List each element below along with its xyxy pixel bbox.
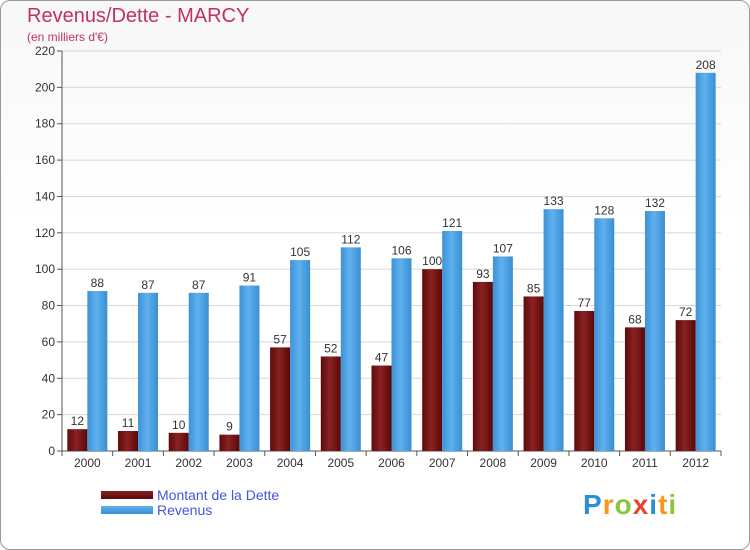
x-tick-label: 2001: [125, 456, 152, 470]
data-label-dette: 57: [273, 332, 287, 346]
logo-letter: i: [668, 489, 678, 520]
bar-revenus: [644, 211, 665, 451]
data-label-revenus: 133: [544, 194, 564, 208]
x-tick-label: 2006: [378, 456, 405, 470]
bar-revenus: [492, 256, 513, 451]
data-label-dette: 52: [324, 341, 338, 355]
bar-dette: [270, 347, 291, 451]
data-label-dette: 100: [422, 254, 442, 268]
data-label-revenus: 106: [391, 243, 411, 257]
legend-label-dette: Montant de la Dette: [157, 486, 280, 503]
bar-revenus: [594, 218, 615, 451]
legend: Montant de la Dette Revenus: [101, 486, 280, 518]
x-tick-label: 2011: [632, 456, 658, 470]
bar-dette: [320, 356, 341, 451]
legend-swatch-revenus: [101, 505, 153, 514]
x-tick-label: 2003: [226, 456, 253, 470]
bar-dette: [219, 434, 240, 451]
bar-dette: [422, 269, 443, 451]
data-label-dette: 9: [226, 420, 233, 434]
data-label-revenus: 87: [192, 278, 206, 292]
data-label-revenus: 91: [243, 271, 257, 285]
legend-item-revenus: Revenus: [101, 501, 279, 518]
data-label-revenus: 208: [696, 58, 716, 72]
bar-layer: [67, 72, 716, 452]
data-label-dette: 68: [628, 312, 642, 326]
data-label-dette: 12: [71, 414, 85, 428]
label-layer: 12 88 11 87 10 87 9 91 57 105 52 112 47 106 100 121 9310…: [71, 58, 716, 434]
y-tick-label: 140: [35, 189, 55, 203]
bar-dette: [472, 281, 493, 451]
data-label-dette: 77: [578, 296, 592, 310]
data-label-revenus: 121: [442, 216, 462, 230]
data-label-dette: 93: [476, 267, 490, 281]
y-tick-label: 220: [35, 44, 55, 58]
data-label-revenus: 105: [290, 245, 310, 259]
x-tick-label: 2007: [429, 456, 456, 470]
data-label-revenus: 132: [645, 196, 665, 210]
x-tick-label: 2012: [682, 456, 709, 470]
bar-dette: [67, 429, 88, 451]
data-label-dette: 47: [375, 351, 389, 365]
bar-dette: [168, 432, 189, 451]
x-tick-label: 2004: [277, 456, 304, 470]
y-tick-label: 120: [35, 226, 55, 240]
chart-title: Revenus/Dette - MARCY: [27, 5, 250, 27]
chart-subtitle: (en milliers d'€): [27, 30, 108, 44]
bar-revenus: [239, 285, 260, 451]
bar-revenus: [695, 72, 716, 452]
bar-revenus: [442, 231, 463, 451]
bar-dette: [675, 320, 696, 451]
data-label-dette: 72: [679, 305, 693, 319]
logo-letter: i: [649, 489, 659, 520]
bar-revenus: [138, 292, 159, 451]
y-tick-label: 0: [48, 444, 55, 458]
bar-revenus: [340, 247, 361, 451]
data-label-revenus: 88: [91, 276, 105, 290]
y-tick-label: 20: [42, 408, 56, 422]
bar-revenus: [290, 260, 311, 451]
legend-item-dette: Montant de la Dette: [101, 486, 280, 503]
bar-dette: [624, 327, 645, 451]
bar-revenus: [543, 209, 564, 451]
data-label-dette: 85: [527, 281, 541, 295]
x-tick-label: 2005: [327, 456, 354, 470]
bar-dette: [371, 365, 392, 451]
logo-letter: P: [583, 489, 603, 520]
data-label-dette: 11: [122, 416, 135, 430]
legend-label-revenus: Revenus: [157, 501, 213, 518]
bar-dette: [523, 296, 544, 451]
x-tick-label: 2010: [581, 456, 608, 470]
bar-revenus: [391, 258, 412, 451]
bar-revenus: [87, 291, 108, 451]
logo-letter: t: [658, 489, 669, 520]
data-label-revenus: 128: [594, 203, 614, 217]
y-tick-label: 100: [35, 262, 55, 276]
bar-revenus: [188, 292, 209, 451]
y-tick-label: 200: [35, 80, 55, 94]
y-tick-label: 180: [35, 117, 55, 131]
x-tick-label: 2008: [480, 456, 507, 470]
y-tick-label: 160: [35, 153, 55, 167]
logo-letter: x: [632, 489, 650, 520]
y-tick-label: 40: [42, 371, 56, 385]
proxiti-logo: Proxiti: [583, 489, 677, 521]
logo-letter: r: [602, 489, 615, 520]
x-tick-label: 2002: [175, 456, 202, 470]
data-label-dette: 10: [172, 418, 186, 432]
y-tick-label: 80: [42, 299, 56, 313]
data-label-revenus: 87: [141, 278, 155, 292]
legend-swatch-dette: [101, 490, 153, 499]
data-label-revenus: 112: [341, 232, 360, 246]
x-tick-label: 2000: [74, 456, 101, 470]
x-tick-label: 2009: [530, 456, 557, 470]
y-tick-label: 60: [42, 335, 56, 349]
data-label-revenus: 107: [493, 241, 513, 255]
bar-dette: [118, 431, 139, 451]
logo-letter: o: [614, 489, 633, 520]
bar-dette: [574, 311, 595, 451]
